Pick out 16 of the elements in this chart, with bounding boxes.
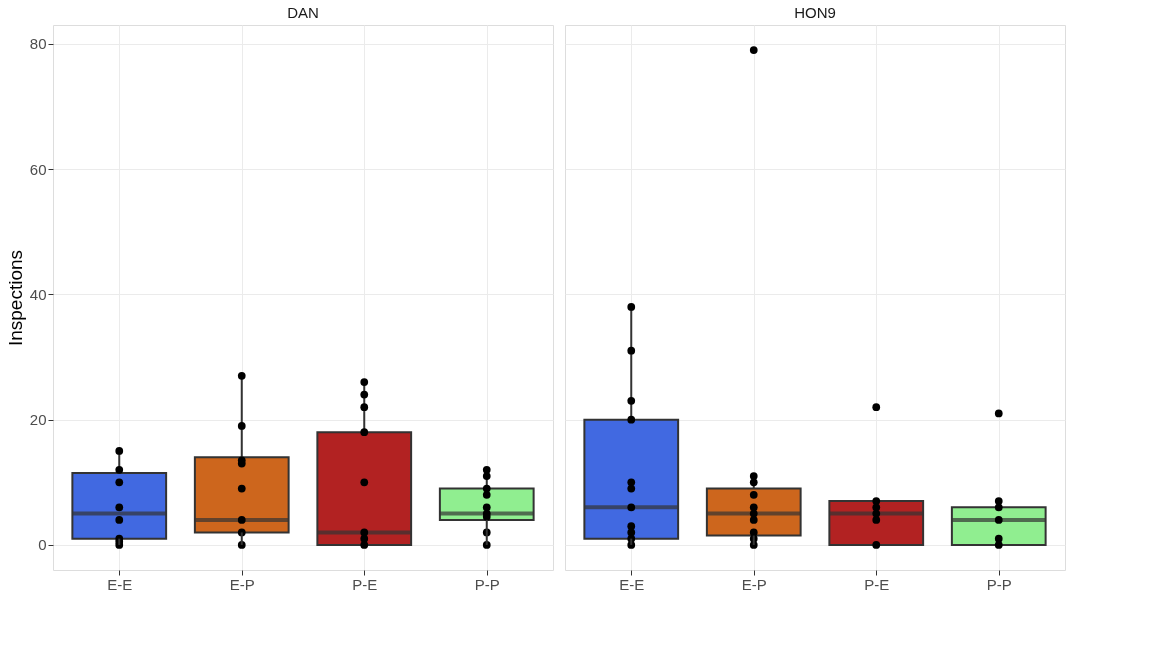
x-tick-label: E-E xyxy=(107,575,133,593)
x-tick-label: P-P xyxy=(474,575,500,593)
y-tick-label: 0 xyxy=(38,536,47,554)
chart-title: DAN xyxy=(287,4,319,21)
x-tick-label: P-E xyxy=(864,575,890,593)
x-tick-label: P-E xyxy=(352,575,378,593)
y-tick-label: 20 xyxy=(29,411,47,429)
y-tick-label: 60 xyxy=(29,160,47,178)
x-tick-label: P-P xyxy=(986,575,1012,593)
x-tick-label: E-P xyxy=(229,575,255,593)
y-tick-label: 80 xyxy=(29,35,47,53)
chart-title: HON9 xyxy=(794,4,836,21)
y-tick-label: 40 xyxy=(29,285,47,303)
y-axis-title: Inspections xyxy=(4,249,26,347)
x-tick-label: E-E xyxy=(619,575,645,593)
x-tick-label: E-P xyxy=(741,575,767,593)
